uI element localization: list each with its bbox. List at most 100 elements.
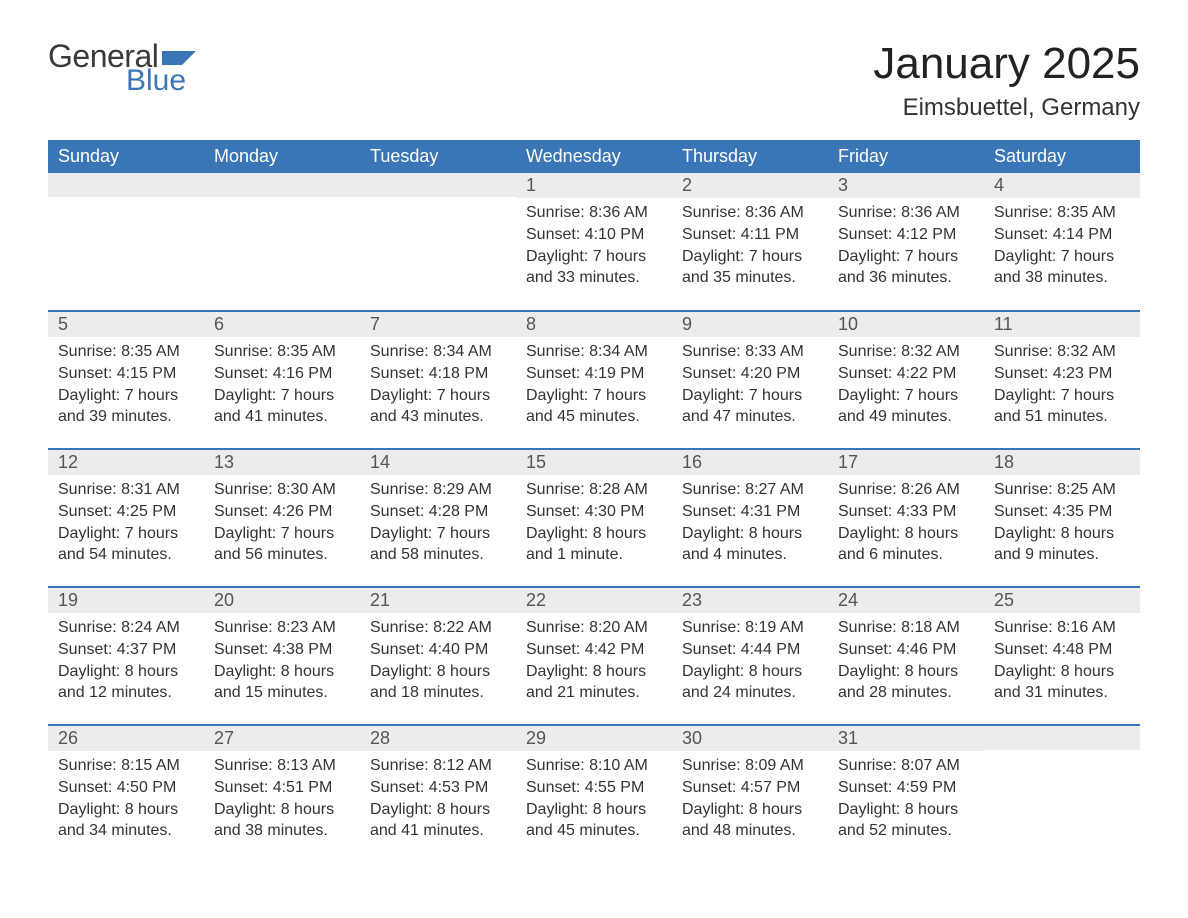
day-line: Sunset: 4:55 PM [526,777,662,799]
day-line: Sunset: 4:37 PM [58,639,194,661]
day-line: Sunrise: 8:24 AM [58,617,194,639]
day-line: and 56 minutes. [214,544,350,566]
day-number: 22 [516,588,672,613]
day-body: Sunrise: 8:27 AMSunset: 4:31 PMDaylight:… [672,475,828,573]
day-line: Daylight: 7 hours [682,246,818,268]
day-body: Sunrise: 8:10 AMSunset: 4:55 PMDaylight:… [516,751,672,849]
day-line: Daylight: 7 hours [526,385,662,407]
page-header: General Blue January 2025 Eimsbuettel, G… [48,40,1140,122]
calendar-day-cell: 4Sunrise: 8:35 AMSunset: 4:14 PMDaylight… [984,173,1140,311]
calendar-week-row: 1Sunrise: 8:36 AMSunset: 4:10 PMDaylight… [48,173,1140,311]
calendar-day-cell: 24Sunrise: 8:18 AMSunset: 4:46 PMDayligh… [828,587,984,725]
day-line: Daylight: 8 hours [526,799,662,821]
day-line: Daylight: 7 hours [58,385,194,407]
day-number: 8 [516,312,672,337]
day-line: and 49 minutes. [838,406,974,428]
day-body: Sunrise: 8:28 AMSunset: 4:30 PMDaylight:… [516,475,672,573]
month-title: January 2025 [873,40,1140,88]
day-number: 3 [828,173,984,198]
day-line: Daylight: 8 hours [370,661,506,683]
calendar-day-cell: 12Sunrise: 8:31 AMSunset: 4:25 PMDayligh… [48,449,204,587]
day-line: Daylight: 8 hours [370,799,506,821]
day-line: and 41 minutes. [370,820,506,842]
day-line: Sunrise: 8:34 AM [526,341,662,363]
day-line: Sunset: 4:12 PM [838,224,974,246]
day-line: and 33 minutes. [526,267,662,289]
day-body: Sunrise: 8:30 AMSunset: 4:26 PMDaylight:… [204,475,360,573]
day-body: Sunrise: 8:36 AMSunset: 4:11 PMDaylight:… [672,198,828,296]
day-number: 14 [360,450,516,475]
calendar-day-cell: 6Sunrise: 8:35 AMSunset: 4:16 PMDaylight… [204,311,360,449]
day-body: Sunrise: 8:09 AMSunset: 4:57 PMDaylight:… [672,751,828,849]
day-body: Sunrise: 8:24 AMSunset: 4:37 PMDaylight:… [48,613,204,711]
calendar-day-cell: 19Sunrise: 8:24 AMSunset: 4:37 PMDayligh… [48,587,204,725]
day-number: 6 [204,312,360,337]
day-number: 11 [984,312,1140,337]
day-body: Sunrise: 8:29 AMSunset: 4:28 PMDaylight:… [360,475,516,573]
day-body: Sunrise: 8:12 AMSunset: 4:53 PMDaylight:… [360,751,516,849]
day-number: 2 [672,173,828,198]
day-number: 28 [360,726,516,751]
day-body: Sunrise: 8:31 AMSunset: 4:25 PMDaylight:… [48,475,204,573]
day-line: and 39 minutes. [58,406,194,428]
day-line: Sunrise: 8:30 AM [214,479,350,501]
day-line: Sunrise: 8:35 AM [214,341,350,363]
logo-word2: Blue [126,66,196,96]
day-number: 16 [672,450,828,475]
day-line: Daylight: 8 hours [838,661,974,683]
day-line: and 31 minutes. [994,682,1130,704]
day-body: Sunrise: 8:26 AMSunset: 4:33 PMDaylight:… [828,475,984,573]
day-line: and 34 minutes. [58,820,194,842]
day-line: Sunset: 4:25 PM [58,501,194,523]
calendar-day-cell: 23Sunrise: 8:19 AMSunset: 4:44 PMDayligh… [672,587,828,725]
day-line: Sunset: 4:16 PM [214,363,350,385]
day-line: Sunset: 4:31 PM [682,501,818,523]
day-number: 18 [984,450,1140,475]
day-number: 4 [984,173,1140,198]
day-number: 13 [204,450,360,475]
day-line: Sunrise: 8:36 AM [526,202,662,224]
day-body [360,197,516,209]
day-number: 9 [672,312,828,337]
day-line: and 15 minutes. [214,682,350,704]
calendar-table: Sunday Monday Tuesday Wednesday Thursday… [48,140,1140,863]
day-body: Sunrise: 8:15 AMSunset: 4:50 PMDaylight:… [48,751,204,849]
day-number: 5 [48,312,204,337]
day-line: Sunrise: 8:09 AM [682,755,818,777]
calendar-day-cell [204,173,360,311]
day-number: 27 [204,726,360,751]
day-line: and 38 minutes. [214,820,350,842]
day-line: Daylight: 7 hours [370,385,506,407]
day-line: Daylight: 7 hours [58,523,194,545]
calendar-day-cell: 27Sunrise: 8:13 AMSunset: 4:51 PMDayligh… [204,725,360,863]
day-line: Sunset: 4:51 PM [214,777,350,799]
day-number: 25 [984,588,1140,613]
day-line: Sunrise: 8:32 AM [994,341,1130,363]
calendar-day-cell: 3Sunrise: 8:36 AMSunset: 4:12 PMDaylight… [828,173,984,311]
day-line: Sunset: 4:15 PM [58,363,194,385]
day-line: Sunrise: 8:34 AM [370,341,506,363]
day-number: 31 [828,726,984,751]
day-body: Sunrise: 8:20 AMSunset: 4:42 PMDaylight:… [516,613,672,711]
day-line: Sunset: 4:35 PM [994,501,1130,523]
day-line: Sunrise: 8:22 AM [370,617,506,639]
day-header-row: Sunday Monday Tuesday Wednesday Thursday… [48,140,1140,173]
day-line: and 54 minutes. [58,544,194,566]
day-line: and 1 minute. [526,544,662,566]
day-body: Sunrise: 8:36 AMSunset: 4:12 PMDaylight:… [828,198,984,296]
day-line: Daylight: 7 hours [682,385,818,407]
day-number: 20 [204,588,360,613]
calendar-day-cell: 14Sunrise: 8:29 AMSunset: 4:28 PMDayligh… [360,449,516,587]
day-number: 1 [516,173,672,198]
day-line: and 35 minutes. [682,267,818,289]
calendar-day-cell: 20Sunrise: 8:23 AMSunset: 4:38 PMDayligh… [204,587,360,725]
day-body: Sunrise: 8:33 AMSunset: 4:20 PMDaylight:… [672,337,828,435]
calendar-day-cell: 13Sunrise: 8:30 AMSunset: 4:26 PMDayligh… [204,449,360,587]
day-header: Wednesday [516,140,672,173]
day-line: Daylight: 8 hours [682,523,818,545]
calendar-day-cell: 10Sunrise: 8:32 AMSunset: 4:22 PMDayligh… [828,311,984,449]
day-line: Daylight: 8 hours [58,799,194,821]
calendar-day-cell: 11Sunrise: 8:32 AMSunset: 4:23 PMDayligh… [984,311,1140,449]
day-line: Sunrise: 8:25 AM [994,479,1130,501]
day-line: Sunset: 4:48 PM [994,639,1130,661]
